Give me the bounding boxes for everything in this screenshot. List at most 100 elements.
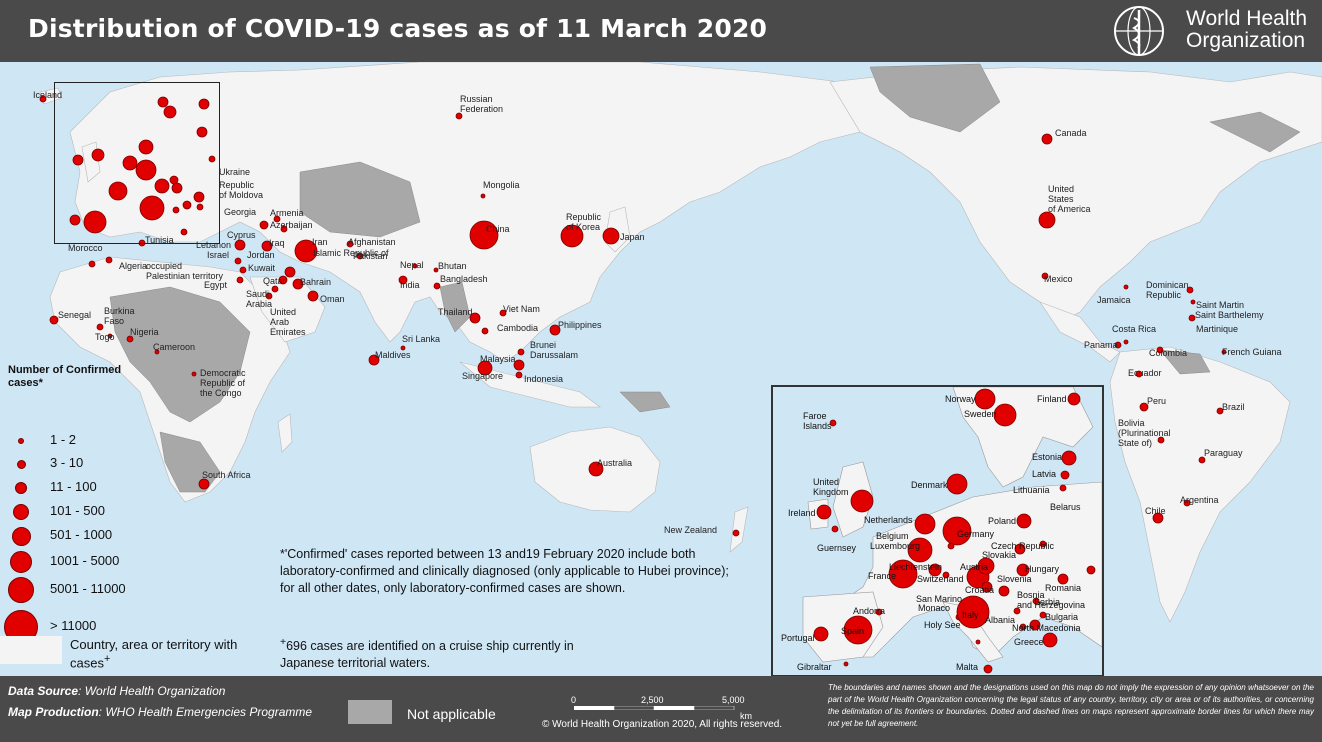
case-bubble: [196, 203, 204, 211]
footnote-cruise-sup: +: [280, 637, 287, 648]
inset-country-label: Germany: [957, 529, 995, 539]
legend-label-6: 5001 - 11000: [50, 581, 126, 596]
country-label: Saint Martin: [1196, 300, 1245, 310]
case-bubble: [88, 260, 96, 268]
country-label: Brazil: [1222, 402, 1245, 412]
case-bubble: [400, 345, 406, 351]
scale-bar: [574, 706, 735, 710]
disclaimer: The boundaries and names shown and the d…: [828, 683, 1314, 728]
country-label: Afghanistan: [348, 237, 396, 247]
legend-label-3: 101 - 500: [50, 503, 105, 518]
legend-bubble-2: [15, 482, 27, 494]
case-bubble: [549, 324, 561, 336]
footnote-cruise: +696 cases are identified on a cruise sh…: [280, 634, 580, 672]
case-bubble: [261, 240, 273, 252]
case-bubble: [477, 360, 493, 376]
inset-case-bubble: [1061, 450, 1077, 466]
inset-case-bubble: [977, 557, 995, 575]
inset-case-bubble: [813, 626, 829, 642]
case-bubble: [138, 139, 154, 155]
country-label: occupied Palestinian territory: [146, 261, 224, 281]
case-bubble: [307, 290, 319, 302]
case-bubble: [105, 256, 113, 264]
case-bubble: [271, 285, 279, 293]
country-label: Russian Federation: [460, 94, 504, 114]
country-label: Saudi Arabia: [246, 289, 273, 309]
inset-case-bubble: [975, 639, 981, 645]
country-label: Saint Barthelemy: [1195, 310, 1264, 320]
country-label: Jamaica: [1097, 295, 1131, 305]
inset-country-label: Gibraltar: [797, 662, 832, 672]
legend-title: Number of Confirmed cases*: [8, 364, 122, 389]
inset-country-label: Estonia: [1032, 452, 1063, 462]
country-label: Morocco: [68, 243, 103, 253]
country-label: Azerbaijan: [270, 220, 313, 230]
case-bubble: [732, 529, 740, 537]
legend-label-4: 501 - 1000: [50, 527, 113, 542]
not-applicable-swatch: [348, 700, 392, 724]
inset-case-bubble: [1016, 563, 1030, 577]
legend-label-7: > 11000: [50, 618, 97, 633]
case-bubble: [208, 155, 216, 163]
case-bubble: [135, 159, 157, 181]
country-label: Jordan: [247, 250, 275, 260]
inset-iberia: [802, 591, 884, 663]
inset-case-bubble: [1060, 470, 1070, 480]
case-bubble: [234, 239, 246, 251]
inset-case-bubble: [993, 403, 1017, 427]
case-bubble: [96, 323, 104, 331]
inset-case-bubble: [928, 563, 942, 577]
inset-case-bubble: [831, 525, 839, 533]
case-bubble: [588, 461, 604, 477]
inset-country-label: Poland: [988, 516, 1017, 526]
country-label: Qatar: [263, 276, 286, 286]
who-wordmark-line2: Organization: [1186, 29, 1306, 52]
inset-case-bubble: [907, 537, 933, 563]
case-bubble: [1221, 349, 1227, 355]
case-bubble: [1041, 133, 1053, 145]
country-label: Tunisia: [145, 235, 174, 245]
inset-case-bubble: [850, 489, 874, 513]
inset-country-label: Faroe Islands: [803, 411, 832, 431]
inset-case-bubble: [1059, 484, 1067, 492]
country-label: Armenia: [270, 208, 304, 218]
case-bubble: [398, 275, 408, 285]
country-label: Republic of Korea: [566, 212, 602, 232]
case-bubble: [346, 240, 354, 248]
inset-country-label: Finland: [1037, 394, 1067, 404]
country-label: Ecuador: [1128, 368, 1162, 378]
inset-canvas: [802, 387, 1102, 674]
na-region-antarctic-edge: [1209, 111, 1301, 153]
country-label: Bhutan: [438, 261, 467, 271]
case-bubble: [108, 181, 128, 201]
country-label: South Africa: [202, 470, 251, 480]
legend-cases-swatch: [0, 636, 62, 664]
inset-country-label: Monaco: [918, 603, 951, 613]
country-label: Republic of Moldova: [219, 180, 264, 200]
case-bubble: [39, 95, 47, 103]
madagascar-landmass: [277, 413, 293, 453]
case-bubble: [499, 309, 507, 317]
inset-country-label: Austria: [960, 562, 989, 572]
inset-country-label: United Kingdom: [813, 477, 849, 497]
country-label: Bolivia (Plurinational State of): [1118, 418, 1171, 448]
country-label: Peru: [1147, 396, 1167, 406]
legend-cases-sup: +: [103, 653, 111, 665]
inset-case-bubble: [1016, 513, 1032, 529]
inset-case-bubble: [983, 664, 993, 674]
country-label: Israel: [207, 250, 230, 260]
scale-label-0: 0: [571, 695, 577, 705]
legend-cases-label: Country, area or territory with cases+: [70, 637, 240, 670]
legend-bubble-0: [18, 438, 24, 444]
country-label: Japan: [620, 232, 645, 242]
inset-case-bubble: [1086, 565, 1096, 575]
inset-country-label: Bulgaria: [1045, 612, 1079, 622]
na-region-venezuela: [1159, 349, 1211, 375]
case-bubble: [69, 214, 81, 226]
case-bubble: [265, 292, 273, 300]
inset-country-label: Netherlands: [864, 515, 913, 525]
case-bubble: [278, 275, 288, 285]
country-label: Colombia: [1149, 348, 1188, 358]
country-label: Brunei Darussalam: [530, 340, 579, 360]
case-bubble: [198, 478, 210, 490]
